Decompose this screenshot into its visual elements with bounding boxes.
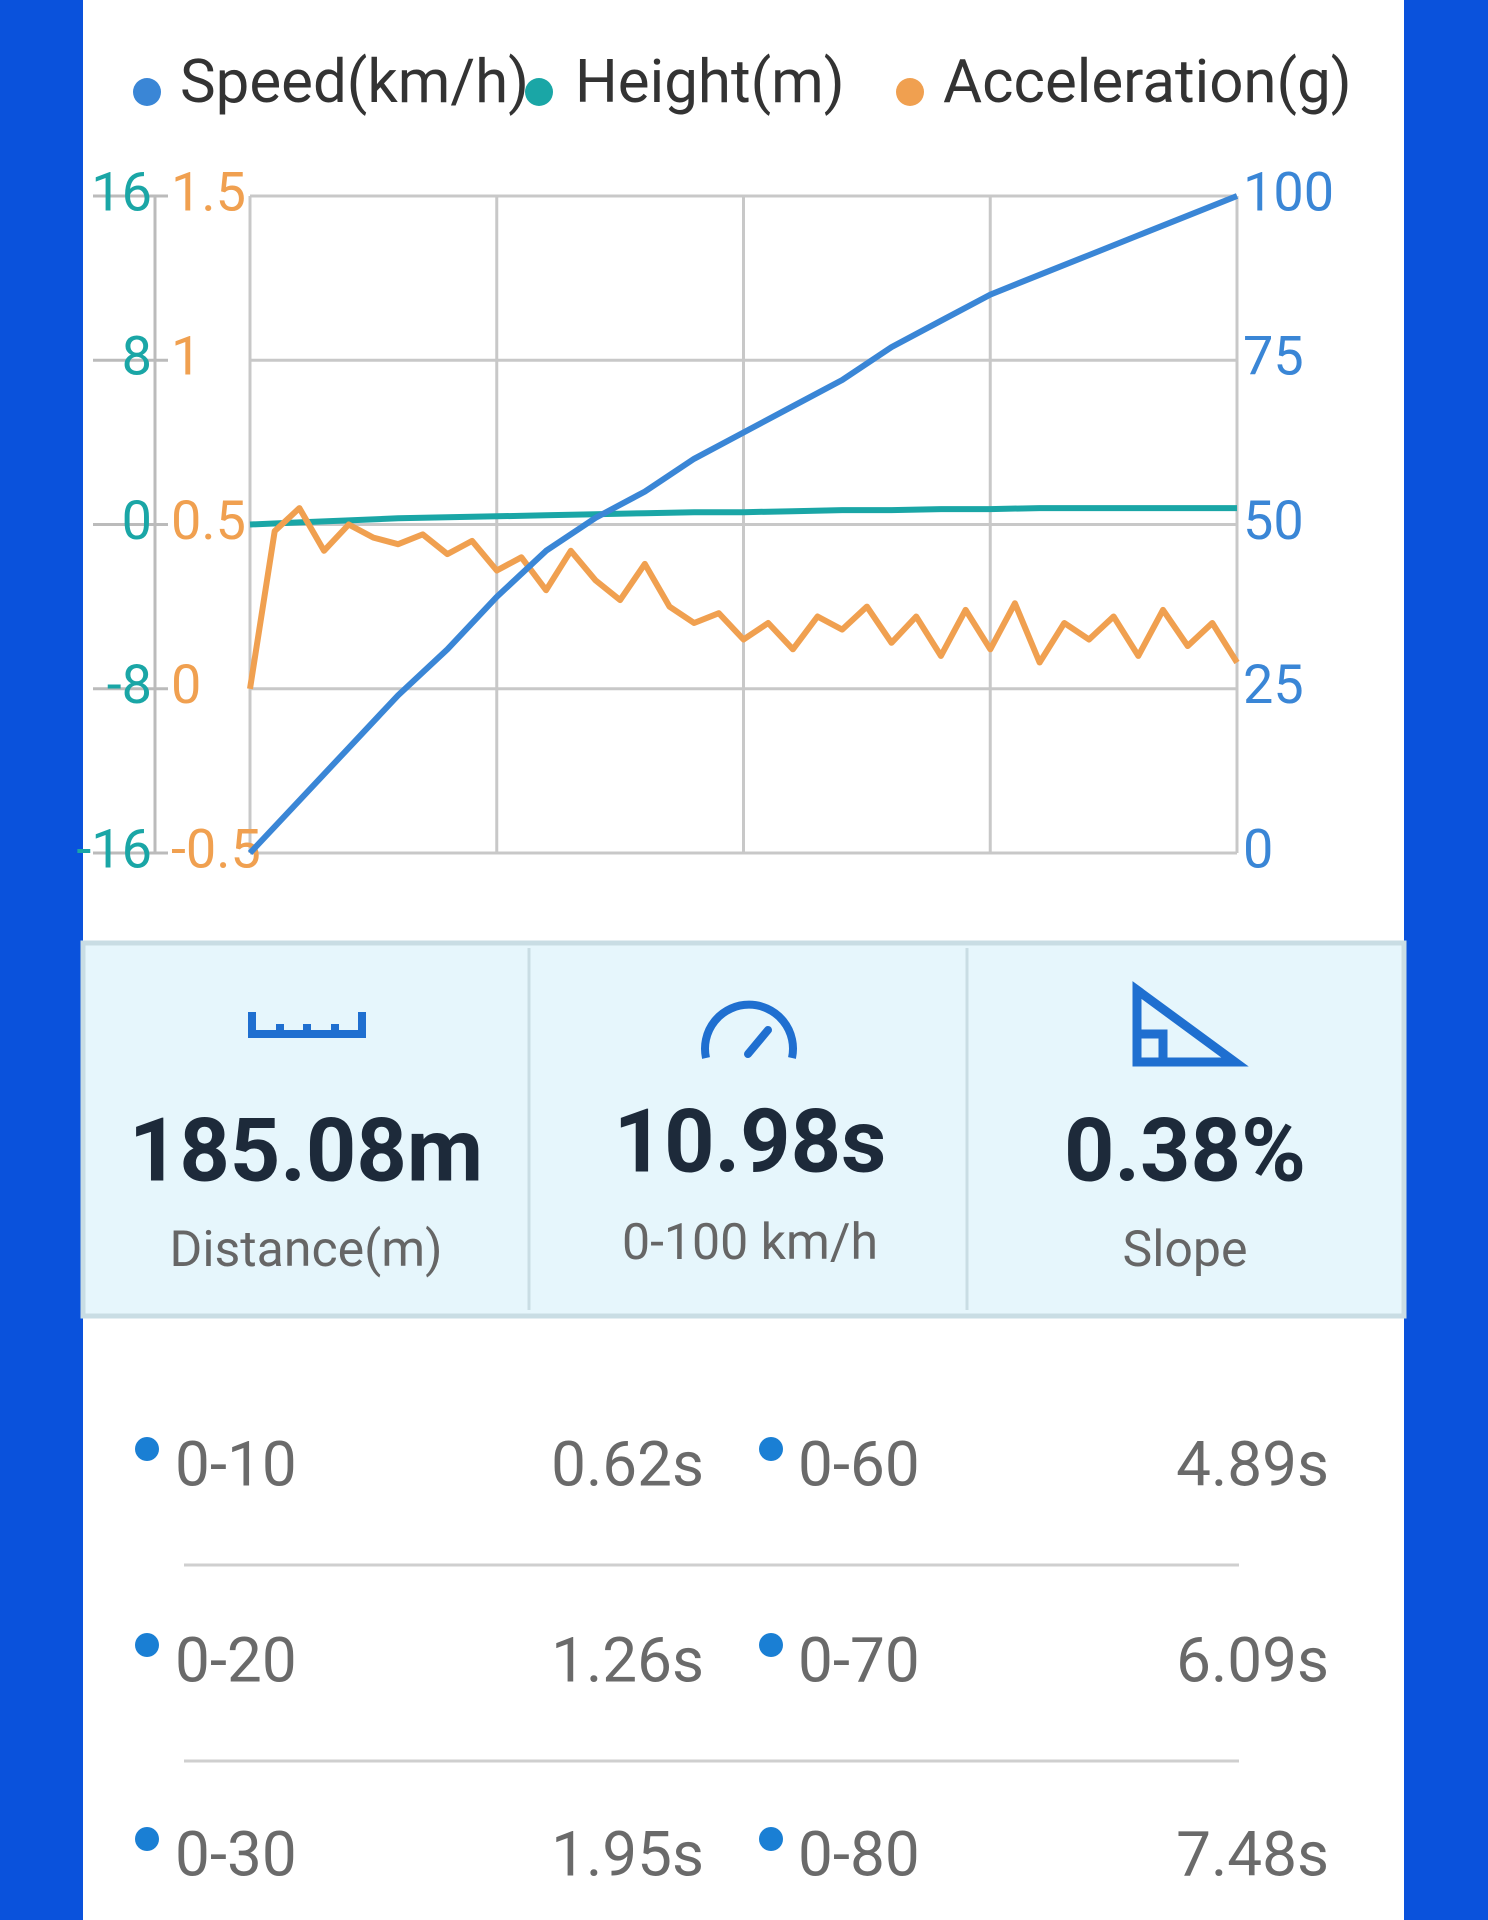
stat-label: Distance(m) — [170, 1221, 443, 1279]
legend-marker — [896, 78, 924, 106]
y2-tick-label: 1.5 — [171, 161, 246, 224]
split-time: 7.48s — [1176, 1818, 1329, 1891]
ruler-icon — [248, 1012, 366, 1038]
y3-tick-label: 16 — [91, 161, 152, 224]
bullet — [759, 1437, 783, 1461]
split-time: 0.62s — [551, 1428, 704, 1501]
y2-tick-label: -0.5 — [171, 818, 261, 881]
legend-label: Height(m) — [575, 46, 845, 117]
series-line — [249, 505, 1237, 528]
y-tick-label: 50 — [1243, 490, 1304, 553]
y-tick-label: 75 — [1243, 326, 1304, 389]
stat-value: 185.08m — [129, 1099, 483, 1202]
y2-tick-label: 0 — [171, 654, 201, 717]
stat-value: 0.38% — [1064, 1099, 1306, 1202]
split-range: 0-30 — [175, 1818, 297, 1891]
legend-marker — [525, 78, 553, 106]
y3-tick-label: 0 — [122, 490, 152, 553]
stat-label: 0-100 km/h — [622, 1214, 878, 1272]
legend-label: Speed(km/h) — [180, 46, 529, 117]
bullet — [135, 1633, 159, 1657]
split-range: 0-70 — [798, 1624, 920, 1697]
bullet — [135, 1437, 159, 1461]
split-range: 0-10 — [175, 1428, 297, 1501]
y3-tick-label: 8 — [122, 326, 152, 389]
split-time: 6.09s — [1176, 1624, 1329, 1697]
legend-marker — [133, 78, 161, 106]
stats: 185.08m Distance(m) 10.98s 0-100 km/h 0.… — [129, 1090, 1306, 1279]
y-tick-label: 0 — [1243, 818, 1273, 881]
split-time: 1.95s — [551, 1818, 704, 1891]
series-line — [247, 505, 1240, 690]
legend-label: Acceleration(g) — [943, 46, 1352, 117]
split-time: 4.89s — [1176, 1428, 1329, 1501]
split-range: 0-20 — [175, 1624, 297, 1697]
y3-tick-label: -8 — [107, 654, 152, 717]
y2-tick-label: 0.5 — [171, 490, 246, 553]
y-tick-label: 25 — [1243, 654, 1304, 717]
split-range: 0-80 — [798, 1818, 920, 1891]
stat-label: Slope — [1123, 1221, 1248, 1279]
bullet — [135, 1827, 159, 1851]
bullet — [759, 1827, 783, 1851]
bullet — [759, 1633, 783, 1657]
slope-icon — [1132, 981, 1249, 1067]
y2-tick-label: 1 — [171, 326, 201, 389]
gauge-icon — [701, 1000, 797, 1059]
y-tick-label: 100 — [1243, 161, 1334, 224]
split-range: 0-60 — [798, 1428, 920, 1501]
split-time: 1.26s — [551, 1624, 704, 1697]
series-line — [247, 193, 1239, 856]
stat-value: 10.98s — [614, 1090, 887, 1193]
y3-tick-label: -16 — [76, 818, 152, 881]
